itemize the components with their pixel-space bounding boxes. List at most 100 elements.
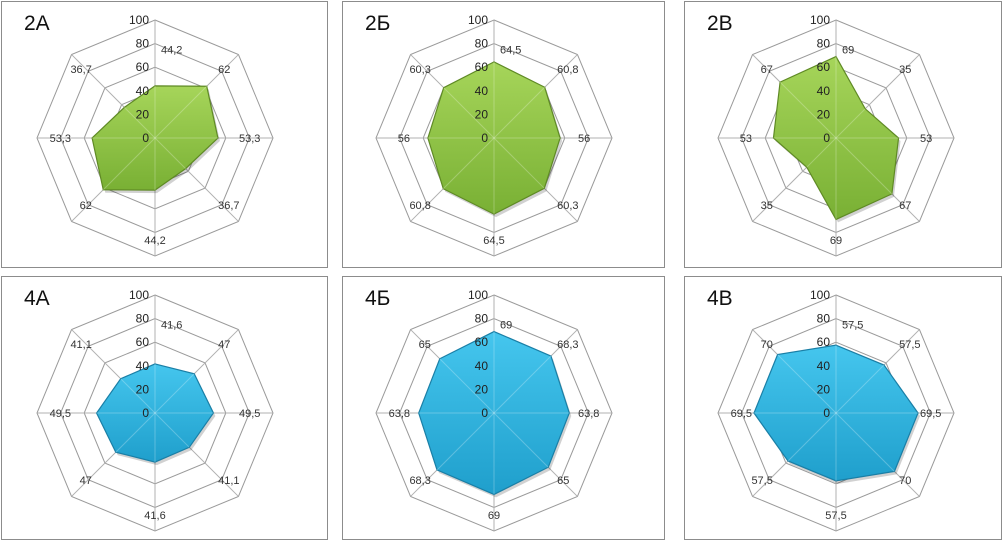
data-label: 65 (557, 475, 569, 487)
data-label: 65 (419, 339, 431, 351)
data-label: 47 (80, 475, 92, 487)
tick-label: 40 (136, 359, 150, 373)
inner-spoke (442, 137, 495, 190)
data-label: 69 (488, 510, 500, 522)
data-label: 53 (920, 133, 932, 145)
data-label: 60,3 (557, 200, 578, 212)
data-label: 68,3 (557, 339, 578, 351)
inner-spoke (835, 364, 885, 414)
data-label: 35 (761, 200, 773, 212)
tick-label: 0 (823, 406, 830, 420)
series-area (95, 363, 215, 463)
series-area (753, 344, 919, 482)
tick-label: 100 (810, 13, 830, 27)
tick-label: 40 (475, 84, 489, 98)
inner-spoke (777, 354, 837, 414)
data-label: 44,2 (161, 45, 182, 57)
inner-spoke (835, 137, 893, 195)
data-label: 41,6 (161, 320, 182, 332)
data-label: 60,8 (409, 200, 430, 212)
tick-label: 100 (129, 288, 149, 302)
inner-spoke (439, 358, 495, 414)
tick-label: 80 (136, 37, 150, 51)
data-label: 67 (899, 200, 911, 212)
data-label: 41,1 (70, 339, 91, 351)
data-label: 69,5 (731, 408, 752, 420)
data-label: 41,6 (144, 510, 165, 522)
tick-label: 20 (475, 107, 489, 121)
tick-label: 40 (136, 84, 150, 98)
data-label: 69 (830, 235, 842, 247)
inner-spoke (115, 412, 156, 453)
inner-spoke (120, 378, 156, 414)
radar-chart: 0 20 40 60 80 100 41,6 47 49,5 41,1 41,6 47 49,5 41,1 (36, 288, 274, 532)
tick-label: 100 (468, 288, 488, 302)
panel-title-4а: 4А (24, 287, 50, 310)
tick-label: 60 (136, 60, 150, 74)
data-label: 69 (842, 45, 854, 57)
panel-title-4б: 4Б (365, 287, 391, 310)
tick-label: 100 (810, 288, 830, 302)
data-label: 60,3 (409, 64, 430, 76)
data-label: 56 (398, 133, 410, 145)
data-label: 62 (218, 64, 230, 76)
inner-spoke (102, 137, 156, 191)
series-area (772, 55, 900, 221)
inner-spoke (787, 412, 837, 462)
tick-label: 40 (817, 359, 831, 373)
data-label: 67 (761, 64, 773, 76)
panel-title-2б: 2Б (365, 12, 391, 35)
tick-label: 0 (142, 131, 149, 145)
panel-title-4в: 4В (707, 287, 733, 310)
tick-label: 0 (142, 406, 149, 420)
tick-label: 100 (468, 13, 488, 27)
panel-title-2в: 2В (707, 12, 733, 35)
inner-spoke (436, 412, 495, 471)
inner-spoke (493, 412, 549, 468)
radar-panel: 0 20 40 60 80 100 69 68,3 63,8 65 69 68,3 63,8 65 4Б (342, 276, 665, 540)
radar-panel: 0 20 40 60 80 100 44,2 62 53,3 36,7 44,2 62 53,3 36,7… (1, 1, 328, 268)
data-label: 70 (899, 475, 911, 487)
data-label: 63,8 (389, 408, 410, 420)
radar-panel: 0 20 40 60 80 100 64,5 60,8 56 60,3 64,5 60,8 56 60,3… (342, 1, 665, 268)
data-label: 62 (80, 200, 92, 212)
panel-title-2а: 2А (24, 12, 50, 35)
tick-label: 20 (136, 107, 150, 121)
data-label: 64,5 (500, 45, 521, 57)
inner-spoke (154, 412, 190, 448)
radar-panel: 0 20 40 60 80 100 41,6 47 49,5 41,1 41,6 47 49,5 41,1… (1, 276, 328, 540)
data-label: 57,5 (751, 475, 772, 487)
tick-label: 80 (136, 312, 150, 326)
tick-label: 60 (475, 60, 489, 74)
radar-chart: 0 20 40 60 80 100 64,5 60,8 56 60,3 64,5 60,8 56 60,3 (375, 13, 613, 257)
data-label: 47 (218, 339, 230, 351)
data-label: 49,5 (239, 408, 260, 420)
inner-spoke (154, 85, 208, 139)
data-label: 35 (899, 64, 911, 76)
inner-spoke (154, 373, 195, 414)
inner-spoke (154, 137, 186, 169)
tick-label: 60 (817, 335, 831, 349)
data-label: 49,5 (50, 408, 71, 420)
data-label: 60,8 (557, 64, 578, 76)
radar-panel: 0 20 40 60 80 100 57,5 57,5 69,5 70 57,5 57,5 69,5 70… (684, 276, 1002, 540)
data-label: 70 (761, 339, 773, 351)
radar-chart: 0 20 40 60 80 100 69 35 53 67 69 35 53 67 (717, 13, 955, 257)
inner-spoke (779, 81, 837, 139)
inner-spoke (806, 137, 837, 168)
data-label: 69,5 (920, 408, 941, 420)
data-label: 63,8 (578, 408, 599, 420)
series-area (418, 330, 570, 496)
inner-spoke (443, 87, 495, 139)
inner-spoke (493, 86, 546, 139)
data-label: 53 (740, 133, 752, 145)
data-label: 41,1 (218, 475, 239, 487)
tick-label: 60 (475, 335, 489, 349)
tick-label: 20 (817, 382, 831, 396)
tick-label: 20 (136, 382, 150, 396)
data-label: 69 (500, 320, 512, 332)
series-area (91, 85, 219, 191)
inner-spoke (493, 355, 552, 414)
data-label: 53,3 (50, 133, 71, 145)
data-label: 57,5 (899, 339, 920, 351)
